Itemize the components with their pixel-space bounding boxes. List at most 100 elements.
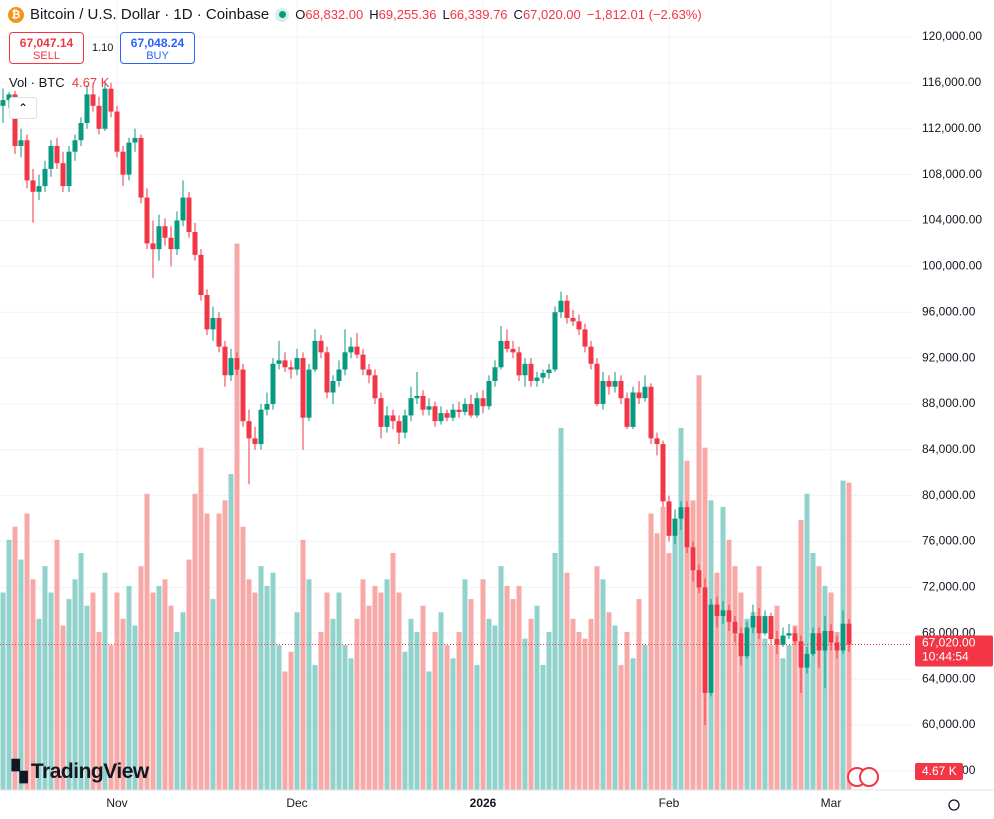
candle-body — [168, 237, 174, 250]
candle-body — [624, 398, 630, 427]
candle-body — [132, 137, 138, 143]
candle-body — [210, 317, 216, 330]
volume-bar — [18, 559, 24, 790]
candle-body — [810, 633, 816, 654]
volume-bar — [720, 506, 726, 790]
volume-bar — [60, 625, 66, 790]
candle-body — [102, 88, 108, 129]
candle-body — [138, 137, 144, 198]
candle-body — [774, 638, 780, 645]
candle-body — [702, 587, 708, 693]
volume-bar — [342, 645, 348, 790]
candle-body — [126, 142, 132, 175]
volume-bar — [132, 625, 138, 790]
sell-label: SELL — [33, 50, 60, 62]
candle-body — [582, 329, 588, 347]
volume-bar — [528, 618, 534, 790]
status-dot — [275, 7, 290, 22]
sell-button[interactable]: 67,047.14 SELL — [9, 32, 84, 64]
candle-body — [618, 381, 624, 399]
candle-body — [462, 403, 468, 412]
volume-bar — [714, 572, 720, 790]
buy-button[interactable]: 67,048.24 BUY — [120, 32, 195, 64]
volume-bar — [408, 618, 414, 790]
candle-body — [432, 406, 438, 422]
volume-bar — [642, 645, 648, 790]
candle-body — [594, 363, 600, 404]
spread: 1.10 — [92, 42, 114, 54]
candle-body — [54, 145, 60, 164]
volume-bar — [66, 599, 72, 790]
candle-body — [366, 369, 372, 376]
candle-body — [396, 421, 402, 433]
candle-body — [600, 381, 606, 404]
candle-body — [108, 88, 114, 112]
volume-bar — [120, 618, 126, 790]
volume-bar — [36, 618, 42, 790]
candle-body — [522, 363, 528, 376]
volume-bar — [558, 427, 564, 790]
candle-body — [294, 358, 300, 370]
close-value: 67,020.00 — [522, 7, 581, 22]
volume-bar — [600, 579, 606, 790]
collapse-button[interactable]: ⌃ — [9, 97, 37, 119]
candle-body — [204, 295, 210, 330]
y-tick-label: 80,000.00 — [922, 488, 976, 502]
candle-body — [744, 627, 750, 657]
price-tag-price: 67,020.00 — [922, 636, 976, 650]
candle-body — [630, 392, 636, 427]
volume-bar — [90, 592, 96, 790]
volume-bar — [0, 592, 6, 790]
volume-bar — [54, 539, 60, 790]
volume-bar — [552, 553, 558, 790]
volume-bar — [726, 539, 732, 790]
candle-body — [222, 346, 228, 376]
candle-body — [150, 243, 156, 250]
y-tick-label: 96,000.00 — [922, 304, 976, 318]
volume-bar — [324, 592, 330, 790]
candle-body — [798, 641, 804, 668]
candle-body — [144, 197, 150, 244]
candle-body — [276, 360, 282, 364]
candle-body — [690, 547, 696, 571]
candle-body — [504, 340, 510, 349]
volume-bar — [246, 579, 252, 790]
volume-bar — [630, 658, 636, 790]
y-tick-label: 84,000.00 — [922, 442, 976, 456]
volume-bar — [198, 447, 204, 790]
volume-bar — [30, 579, 36, 790]
candle-body — [12, 94, 18, 146]
volume-bar — [162, 579, 168, 790]
candle-body — [498, 340, 504, 368]
candle-body — [306, 369, 312, 418]
volume-bar — [828, 592, 834, 790]
volume-bar — [660, 506, 666, 790]
candle-body — [270, 363, 276, 404]
close-key: C — [513, 7, 523, 22]
legend-header: ₿ Bitcoin / U.S. Dollar · 1D · Coinbase … — [8, 6, 702, 23]
volume-bar — [414, 632, 420, 790]
volume-bar — [744, 618, 750, 790]
volume-bar — [510, 599, 516, 790]
candle-body — [156, 226, 162, 250]
candle-body — [330, 381, 336, 393]
candle-body — [780, 635, 786, 645]
volume-bar — [636, 599, 642, 790]
volume-bar — [252, 592, 258, 790]
candle-body — [648, 386, 654, 439]
candle-body — [660, 444, 666, 502]
candle-body — [120, 151, 126, 175]
volume-legend-value: 4.67 K — [71, 75, 110, 90]
candle-body — [426, 406, 432, 410]
volume-bar — [438, 612, 444, 790]
volume-bar — [810, 553, 816, 790]
candle-body — [708, 604, 714, 693]
volume-bar — [480, 579, 486, 790]
volume-bar — [540, 664, 546, 790]
candle-body — [282, 360, 288, 368]
volume-bar — [666, 553, 672, 790]
volume-bar — [756, 566, 762, 790]
symbol-title[interactable]: Bitcoin / U.S. Dollar · 1D · Coinbase — [30, 6, 270, 23]
volume-tag — [915, 763, 963, 780]
